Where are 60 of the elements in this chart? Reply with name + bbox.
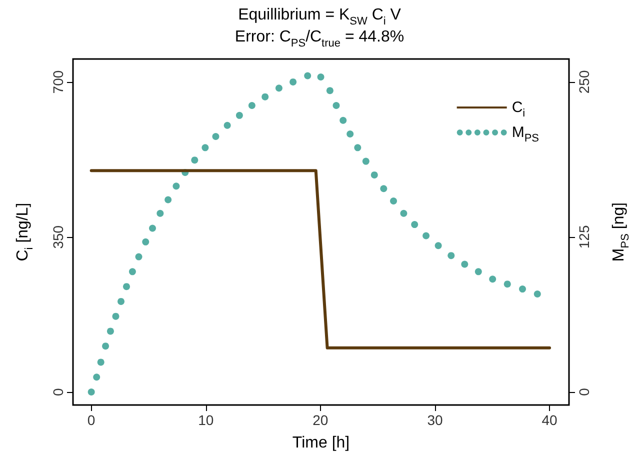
point [290, 78, 297, 86]
y2-axis-title: MPS [ng] [610, 202, 632, 262]
point [191, 156, 198, 164]
point [340, 116, 347, 124]
x-tick-label: 30 [427, 412, 443, 428]
point [135, 253, 142, 260]
point [354, 144, 362, 152]
point [461, 260, 468, 268]
point [102, 342, 110, 350]
point [474, 268, 482, 276]
point [519, 286, 526, 293]
point [422, 232, 430, 240]
point [304, 72, 312, 80]
point [534, 290, 541, 298]
point [362, 158, 370, 165]
point [112, 312, 120, 320]
point [346, 130, 354, 138]
y2-tick-label: 0 [576, 388, 592, 396]
point [380, 185, 388, 192]
point [489, 276, 496, 283]
point [370, 171, 378, 178]
point [317, 73, 324, 80]
point [202, 144, 209, 152]
point [448, 252, 455, 260]
point [275, 84, 282, 92]
point [400, 210, 408, 217]
x-tick-label: 10 [198, 412, 214, 428]
point [106, 328, 114, 335]
point [224, 122, 231, 129]
point [88, 388, 95, 396]
point [326, 87, 334, 94]
point [118, 298, 124, 305]
point [390, 198, 398, 204]
point [123, 283, 130, 290]
point [128, 268, 136, 276]
point [93, 374, 100, 381]
point [332, 102, 340, 110]
point [504, 280, 511, 288]
point [212, 133, 220, 140]
x-tick-label: 20 [312, 412, 328, 428]
point [97, 358, 104, 366]
point [248, 102, 256, 110]
x-tick-label: 40 [542, 412, 558, 428]
y-tick-label: 350 [50, 225, 66, 249]
point [236, 112, 243, 119]
y-tick-label: 0 [50, 388, 66, 396]
point [164, 196, 172, 204]
y2-tick-label: 250 [576, 70, 592, 94]
point [411, 221, 418, 228]
x-tick-label: 0 [87, 412, 96, 428]
point [172, 182, 180, 190]
point [149, 224, 156, 232]
y-tick-label: 700 [50, 70, 66, 94]
y2-tick-label: 125 [576, 225, 592, 249]
point [262, 93, 269, 100]
point [142, 238, 150, 246]
x-axis-title: Time [h] [292, 434, 350, 452]
y-axis-title: Ci [ng/L] [14, 202, 36, 262]
point [434, 242, 442, 250]
point [156, 210, 164, 217]
